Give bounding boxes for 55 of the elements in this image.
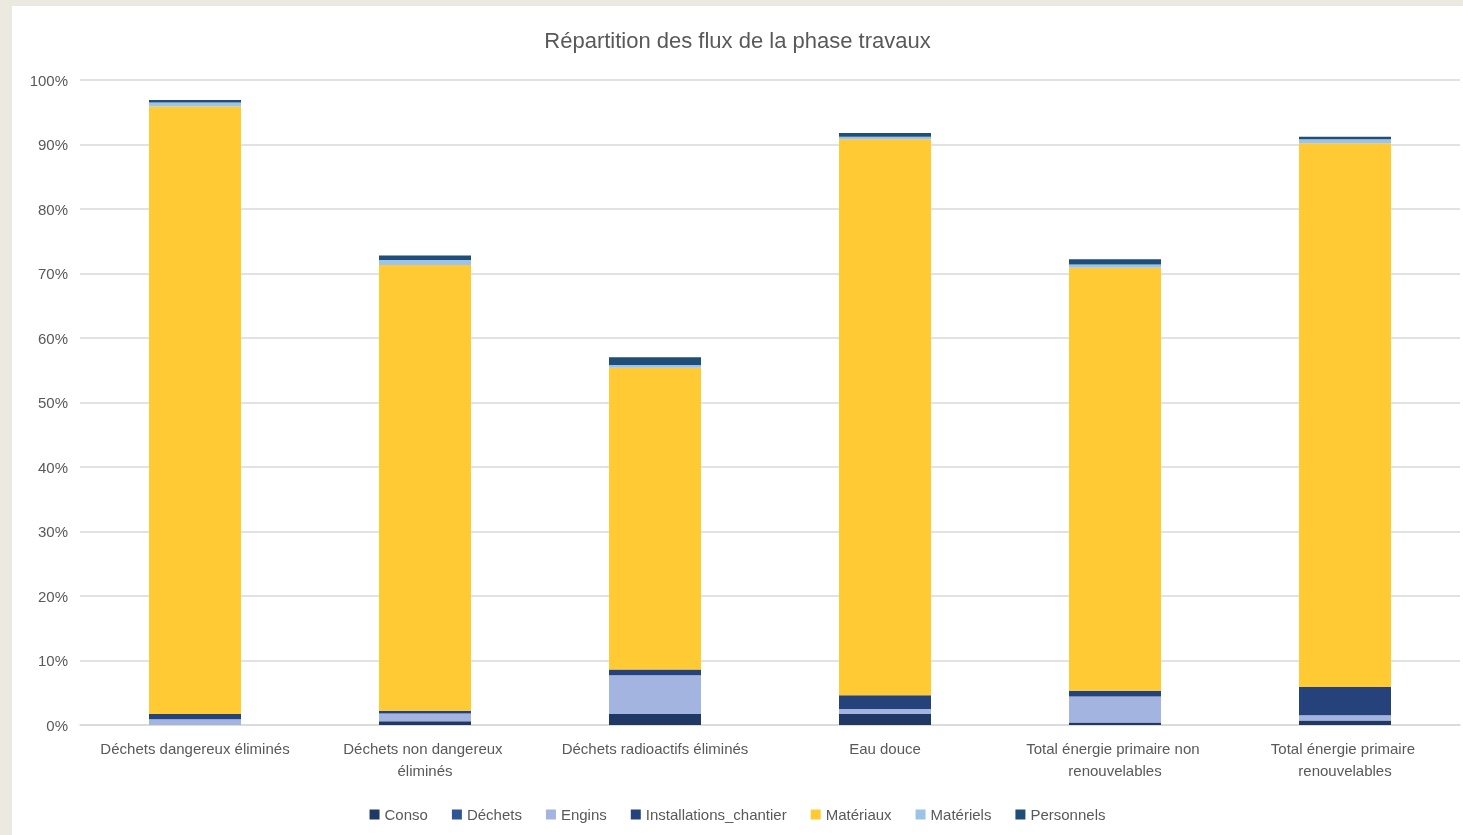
x-tick-label: Déchets non dangereux éliminés xyxy=(343,739,507,779)
bar xyxy=(1069,690,1161,697)
legend-label: Personnels xyxy=(1030,806,1106,823)
y-tick-label: 60% xyxy=(37,329,68,347)
y-tick-label: 90% xyxy=(37,136,68,153)
bar xyxy=(379,721,471,725)
bar xyxy=(1069,259,1161,265)
bar xyxy=(149,719,241,725)
bar xyxy=(1069,722,1161,725)
bar xyxy=(1299,720,1391,725)
y-tick-label: 30% xyxy=(37,523,68,540)
legend-label: Engins xyxy=(560,806,607,823)
y-tick-label: 10% xyxy=(37,652,68,669)
x-tick-label: Déchets dangereux éliminés xyxy=(100,739,290,757)
x-tick-label: Total énergie primaire renouvelables xyxy=(1270,739,1420,779)
bar xyxy=(1299,715,1391,721)
bar xyxy=(839,695,931,709)
bar xyxy=(1299,143,1391,687)
y-tick-label: 80% xyxy=(37,200,68,218)
y-tick-label: 20% xyxy=(37,587,68,605)
bar xyxy=(149,100,241,103)
chart-title: Répartition des flux de la phase travaux xyxy=(544,27,931,53)
bar xyxy=(839,708,931,715)
bar xyxy=(149,106,241,715)
bar xyxy=(839,714,931,725)
y-tick-label: 40% xyxy=(37,458,68,476)
bar xyxy=(379,255,471,260)
legend-label: Matériaux xyxy=(825,806,893,823)
bar xyxy=(609,365,701,368)
legend-label: Déchets xyxy=(466,806,522,823)
bar xyxy=(1069,696,1161,723)
bar xyxy=(839,132,931,137)
bar xyxy=(609,367,701,670)
y-tick-label: 70% xyxy=(37,265,68,282)
x-tick-label: Eau douce xyxy=(849,739,921,757)
bar xyxy=(1299,139,1391,144)
bar xyxy=(609,675,701,715)
legend-label: Conso xyxy=(384,806,428,823)
y-tick-label: 0% xyxy=(46,716,68,734)
bar xyxy=(379,265,471,711)
bar xyxy=(609,357,701,366)
bar xyxy=(379,259,471,266)
legend-label: Installations_chantier xyxy=(645,806,787,823)
bar xyxy=(1069,264,1161,268)
bar xyxy=(1299,686,1391,716)
bar xyxy=(149,714,241,720)
legend-label: Matériels xyxy=(930,806,992,823)
bar xyxy=(609,714,701,725)
x-tick-label: Déchets radioactifs éliminés xyxy=(561,739,749,757)
bar xyxy=(1069,267,1161,691)
bar xyxy=(379,713,471,722)
y-tick-label: 100% xyxy=(29,71,68,89)
x-tick-label: Total énergie primaire non renouvelables xyxy=(1026,739,1204,779)
y-tick-label: 50% xyxy=(37,394,68,411)
bar xyxy=(839,139,931,696)
